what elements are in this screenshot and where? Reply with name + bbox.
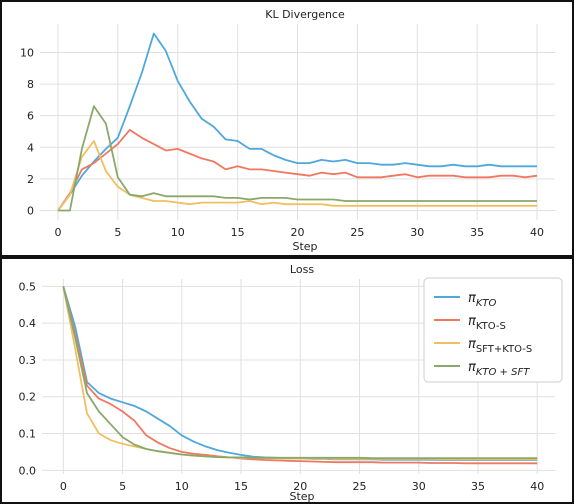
loss-x-tick-30: 30 [412, 480, 426, 493]
loss-x-tick-25: 25 [353, 480, 367, 493]
kl-title: KL Divergence [265, 8, 345, 21]
loss-series-lines [62, 286, 538, 465]
legend-label-symbol-3: π [468, 360, 476, 375]
kl-x-tick-10: 10 [171, 226, 185, 239]
kl-series-line-1 [57, 128, 538, 212]
loss-x-tick-35: 35 [471, 480, 485, 493]
kl-x-tick-0: 0 [54, 226, 61, 239]
kl-x-tick-30: 30 [410, 226, 424, 239]
loss-series-line-3 [62, 286, 538, 460]
loss-tick-labels: 0 5 10 15 20 25 30 35 40 0.0 0.1 0.2 0.3 0.4 0.5 [19, 280, 545, 493]
legend-box [423, 277, 563, 383]
loss-x-tick-10: 10 [175, 480, 189, 493]
kl-x-axis-label: Step [292, 240, 317, 253]
kl-y-tick-2: 4 [27, 141, 34, 154]
legend-label-symbol-2: π [468, 337, 476, 352]
loss-series-line-1 [62, 286, 538, 465]
loss-x-tick-20: 20 [293, 480, 307, 493]
kl-y-tick-3: 6 [27, 110, 34, 123]
legend-label-symbol-1: π [468, 314, 476, 329]
kl-y-tick-1: 2 [27, 173, 34, 186]
kl-x-tick-25: 25 [350, 226, 364, 239]
kl-divergence-panel: 0 5 10 15 20 25 30 35 40 0 2 4 6 8 10 KL Divergence St… [0, 0, 574, 257]
loss-panel: 0 5 10 15 20 25 30 35 400.00.10.20.30.40.5 Loss … [0, 257, 574, 504]
legend-label-subscript-0: KTO [476, 298, 497, 309]
loss-y-tick-4: 0.4 [19, 317, 37, 330]
legend-label-subscript-2: SFT+KTO-S [476, 344, 532, 355]
loss-x-tick-5: 5 [119, 480, 126, 493]
kl-grid [40, 24, 555, 220]
kl-series-line-2 [57, 140, 537, 212]
kl-tick-labels: 0 5 10 15 20 25 30 35 40 0 2 4 6 8 10 [20, 46, 544, 239]
kl-y-tick-0: 0 [27, 205, 34, 218]
loss-x-axis-label: Step [289, 490, 314, 503]
kl-x-tick-40: 40 [530, 226, 544, 239]
loss-y-tick-1: 0.1 [19, 428, 37, 441]
legend-label-subscript-3: KTO + SFT [476, 367, 530, 378]
kl-series-line-3 [58, 105, 537, 212]
legend-label-3: πKTO + SFT [468, 360, 530, 378]
loss-x-tick-15: 15 [234, 480, 248, 493]
legend-label-symbol-0: π [468, 291, 476, 306]
kl-x-tick-5: 5 [114, 226, 121, 239]
kl-x-tick-20: 20 [291, 226, 305, 239]
loss-y-tick-2: 0.2 [19, 391, 37, 404]
kl-series-line-0 [57, 32, 537, 212]
legend-label-0: πKTO [468, 291, 496, 309]
kl-x-tick-35: 35 [470, 226, 484, 239]
loss-x-tick-0: 0 [60, 480, 67, 493]
loss-x-tick-40: 40 [530, 480, 544, 493]
legend-label-2: πSFT+KTO-S [468, 337, 532, 355]
loss-title: Loss [290, 263, 314, 276]
legend-label-1: πKTO-S [468, 314, 506, 332]
loss-y-tick-5: 0.5 [19, 280, 37, 293]
kl-y-tick-4: 8 [27, 78, 34, 91]
kl-series-lines [57, 32, 538, 212]
loss-y-tick-3: 0.3 [19, 354, 37, 367]
kl-x-tick-15: 15 [231, 226, 245, 239]
kl-y-tick-5: 10 [20, 46, 34, 59]
legend-label-subscript-1: KTO-S [476, 321, 506, 332]
loss-y-tick-0: 0.0 [19, 464, 37, 477]
